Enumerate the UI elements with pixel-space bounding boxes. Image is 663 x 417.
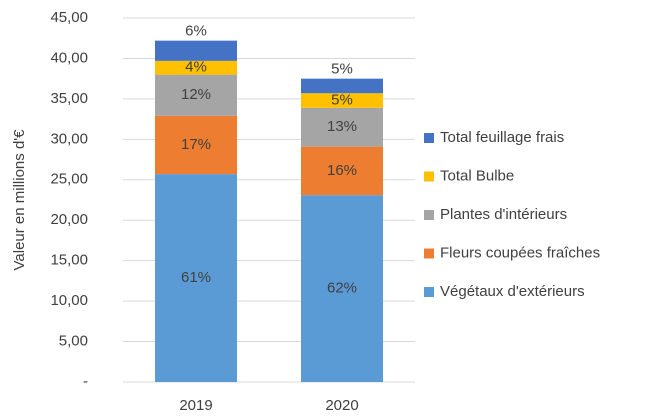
y-tick-label: 15,00	[50, 252, 88, 269]
x-tick-label: 2019	[179, 397, 212, 414]
y-tick-label: 25,00	[50, 171, 88, 188]
y-axis-label: Valeur en millions d'€	[11, 129, 28, 271]
x-tick-label: 2020	[325, 397, 358, 414]
legend-label: Total feuillage frais	[440, 129, 564, 146]
data-label: 6%	[185, 23, 207, 40]
y-tick-label: -	[83, 373, 88, 390]
bar-segment	[155, 60, 237, 75]
data-label: 13%	[327, 118, 357, 135]
y-tick-label: 35,00	[50, 90, 88, 107]
legend-label: Total Bulbe	[440, 167, 514, 184]
legend-swatch	[424, 133, 434, 143]
data-label: 17%	[181, 136, 211, 153]
bar-segment	[155, 174, 237, 382]
bar-segment	[301, 195, 383, 382]
legend-label: Fleurs coupées fraîches	[440, 244, 600, 261]
data-label: 4%	[185, 59, 207, 76]
data-label: 5%	[331, 61, 353, 78]
y-tick-label: 10,00	[50, 292, 88, 309]
bar-segment	[301, 78, 383, 94]
y-tick-label: 20,00	[50, 211, 88, 228]
y-tick-label: 30,00	[50, 130, 88, 147]
y-tick-label: 40,00	[50, 49, 88, 66]
legend-label: Plantes d'intérieurs	[440, 206, 567, 223]
legend-swatch	[424, 171, 434, 182]
data-label: 12%	[181, 86, 211, 103]
y-tick-label: 5,00	[59, 333, 88, 350]
bar-segment	[155, 40, 237, 61]
legend-swatch	[424, 248, 434, 259]
legend-swatch	[424, 210, 434, 220]
legend-label: Végétaux d'extérieurs	[440, 283, 585, 300]
bar-segment	[155, 74, 237, 116]
bar-segment	[301, 93, 383, 108]
data-label: 5%	[331, 91, 353, 108]
data-label: 61%	[181, 269, 211, 286]
y-tick-label: 45,00	[50, 9, 88, 26]
bar-segment	[301, 146, 383, 196]
data-label: 62%	[327, 280, 357, 297]
bar-segment	[155, 115, 237, 175]
data-label: 16%	[327, 162, 357, 179]
legend-swatch	[424, 287, 434, 297]
bar-segment	[301, 107, 383, 147]
